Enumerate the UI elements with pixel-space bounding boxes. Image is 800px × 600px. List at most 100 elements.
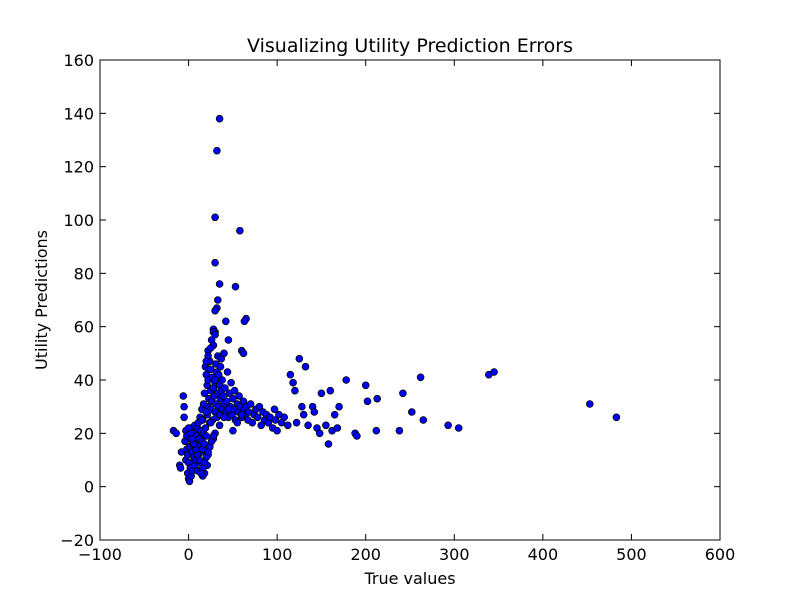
data-point	[224, 336, 233, 344]
y-tick-label: 60	[74, 318, 94, 337]
data-point	[215, 421, 224, 430]
data-point	[179, 392, 188, 400]
data-point	[585, 400, 594, 408]
data-point	[395, 426, 404, 435]
data-point	[295, 354, 304, 363]
data-point	[324, 440, 333, 448]
data-point	[180, 402, 188, 411]
data-point	[286, 370, 295, 379]
data-point	[216, 362, 225, 371]
plot-frame	[99, 59, 721, 541]
data-point	[322, 421, 330, 430]
data-point	[211, 258, 219, 267]
data-point	[301, 362, 310, 371]
data-point	[416, 373, 425, 382]
data-point	[229, 394, 237, 403]
data-point	[444, 421, 452, 430]
data-point	[299, 410, 308, 419]
data-point	[240, 317, 249, 326]
data-point	[184, 424, 193, 432]
data-points	[169, 114, 621, 486]
data-point	[237, 410, 246, 419]
data-point	[255, 402, 264, 411]
y-axis-label: Utility Predictions	[32, 230, 51, 370]
data-point	[222, 317, 230, 326]
data-point	[253, 413, 262, 422]
data-point	[233, 418, 242, 427]
x-tick-label: 600	[705, 545, 736, 564]
x-tick-label: 300	[439, 545, 470, 564]
data-point	[342, 376, 351, 384]
data-point	[223, 368, 232, 376]
data-point	[206, 418, 215, 427]
data-point	[373, 394, 382, 403]
data-point	[454, 424, 463, 432]
data-point	[246, 400, 255, 408]
data-point	[209, 432, 218, 440]
data-point	[172, 429, 181, 438]
data-point	[229, 426, 237, 435]
data-point	[227, 378, 235, 387]
data-point	[490, 368, 498, 376]
data-point	[202, 408, 211, 416]
x-tick-label: 500	[616, 545, 647, 564]
data-point	[215, 280, 224, 288]
data-point	[220, 349, 228, 358]
data-point	[202, 357, 211, 366]
data-point	[200, 389, 209, 398]
data-point	[211, 306, 219, 315]
y-axis-ticks: −20 0 20 40 60 80 100 120 140 160	[60, 51, 720, 550]
data-point	[239, 349, 248, 358]
data-point	[214, 296, 222, 304]
y-tick-label: 0	[84, 478, 94, 497]
data-point	[206, 365, 215, 374]
data-point	[211, 213, 219, 222]
data-point	[257, 421, 266, 430]
y-tick-label: 140	[63, 104, 94, 123]
data-point	[224, 405, 233, 414]
data-point	[292, 418, 301, 427]
data-point	[317, 389, 326, 398]
data-point	[201, 424, 210, 432]
data-point	[333, 424, 342, 432]
data-point	[214, 370, 223, 379]
chart-title: Visualizing Utility Prediction Errors	[247, 35, 573, 57]
data-point	[270, 405, 279, 414]
data-point	[335, 402, 343, 411]
data-point	[304, 421, 312, 430]
data-point	[221, 384, 229, 392]
x-tick-label: 200	[350, 545, 381, 564]
data-point	[353, 432, 361, 440]
data-point	[215, 114, 224, 123]
x-axis-label: True values	[363, 569, 455, 588]
data-point	[236, 226, 244, 235]
x-tick-label: 100	[262, 545, 293, 564]
data-point	[289, 378, 297, 387]
x-tick-label: 0	[183, 545, 193, 564]
data-point	[202, 432, 211, 440]
data-point	[180, 413, 188, 422]
y-tick-label: −20	[60, 531, 94, 550]
data-point	[419, 416, 428, 424]
data-point	[407, 408, 416, 416]
data-point	[222, 397, 231, 406]
data-point	[291, 386, 299, 395]
y-tick-label: 80	[74, 264, 94, 283]
data-point	[220, 413, 228, 422]
data-point	[230, 386, 239, 395]
data-point	[298, 402, 306, 411]
data-point	[219, 392, 227, 400]
data-point	[206, 344, 215, 352]
data-point	[248, 418, 257, 427]
y-tick-label: 120	[63, 158, 94, 177]
data-point	[218, 376, 227, 384]
data-point	[235, 392, 243, 400]
data-point	[198, 416, 206, 424]
data-point	[197, 469, 205, 478]
y-tick-label: 100	[63, 211, 94, 230]
y-tick-label: 40	[74, 371, 94, 390]
data-point	[361, 381, 370, 390]
data-point	[326, 386, 335, 395]
